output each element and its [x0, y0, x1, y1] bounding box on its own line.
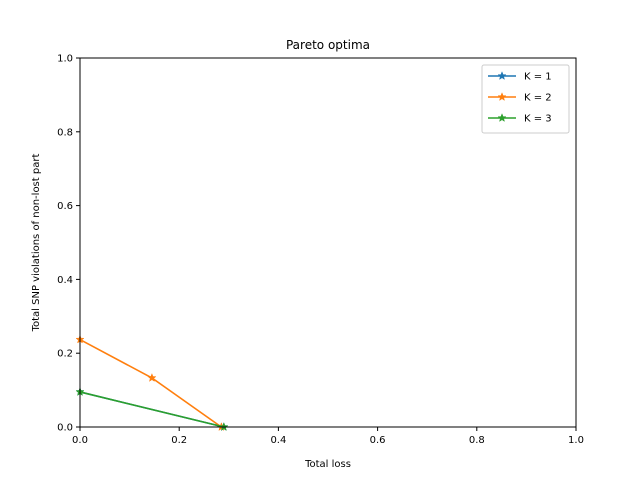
- data-point-k2: [147, 373, 157, 382]
- x-tick-label: 0.2: [171, 435, 187, 446]
- series-line-k3: [79, 391, 225, 428]
- y-tick-label: 0.0: [57, 423, 73, 434]
- y-axis: 0.0 0.2 0.4 0.6 0.8 1.0: [57, 54, 80, 434]
- plot-area: [75, 334, 229, 431]
- x-tick-label: 0.0: [72, 435, 88, 446]
- y-axis-label: Total SNP violations of non-lost part: [31, 154, 42, 333]
- x-axis-label: Total loss: [304, 459, 351, 470]
- y-tick-label: 0.2: [57, 349, 73, 360]
- legend-marker: [497, 92, 507, 101]
- x-tick-label: 0.4: [270, 435, 286, 446]
- legend-marker: [497, 71, 507, 80]
- series-line-k2: [79, 338, 222, 428]
- y-tick-label: 0.4: [57, 275, 73, 286]
- axes-frame: [79, 57, 577, 428]
- legend-marker: [497, 113, 507, 122]
- x-axis: 0.0 0.2 0.4 0.6 0.8 1.0: [72, 427, 584, 446]
- x-tick-label: 0.8: [469, 435, 485, 446]
- chart-title: Pareto optima: [286, 38, 370, 52]
- legend-label: K = 1: [524, 72, 552, 83]
- y-tick-label: 1.0: [57, 54, 73, 65]
- x-tick-label: 0.6: [370, 435, 386, 446]
- x-tick-label: 1.0: [568, 435, 584, 446]
- legend-label: K = 2: [524, 93, 552, 104]
- legend: K = 1 K = 2 K = 3: [481, 64, 570, 134]
- legend-box: [481, 64, 570, 134]
- legend-label: K = 3: [524, 114, 552, 125]
- y-tick-label: 0.8: [57, 127, 73, 138]
- y-tick-label: 0.6: [57, 201, 73, 212]
